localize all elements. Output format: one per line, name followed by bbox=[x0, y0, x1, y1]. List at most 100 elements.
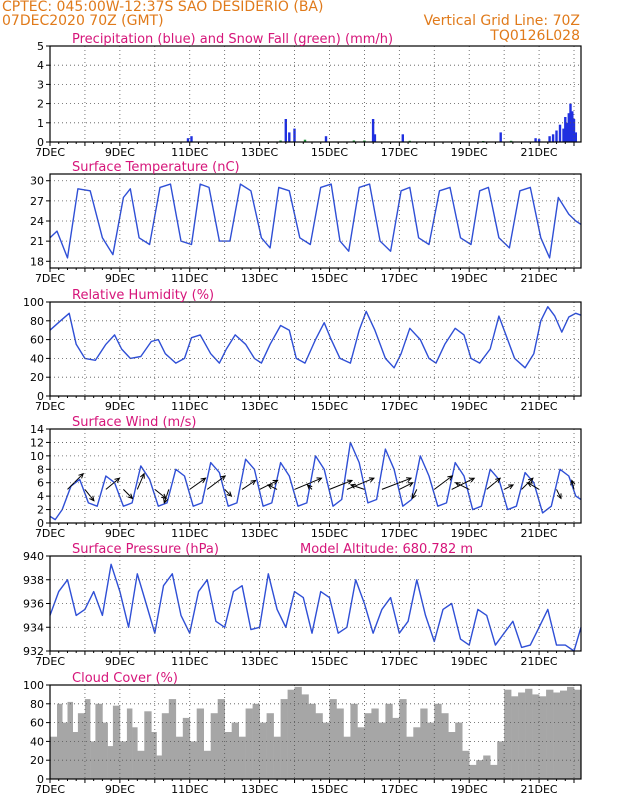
rh-ytick-label-0: 0 bbox=[37, 390, 44, 403]
cloud-bar-17 bbox=[151, 732, 157, 779]
rh-ytick-label-4: 80 bbox=[30, 315, 44, 328]
rh-ytick-label-3: 60 bbox=[30, 334, 44, 347]
header-code: TQ0126L028 bbox=[490, 28, 580, 44]
precip-bar-0-3 bbox=[288, 132, 291, 142]
cloud-ytick-label-2: 40 bbox=[30, 735, 44, 748]
wind-vector-head-13 bbox=[316, 477, 323, 483]
wind-vector-head-26 bbox=[527, 477, 534, 484]
cloud-ytick-label-0: 0 bbox=[37, 773, 44, 786]
wind-ytick-label-3: 6 bbox=[37, 477, 44, 490]
temp-panel: 18 21 24 27 30 7DEC 9DEC 11DEC 13DEC 15DEC 17DEC 19… bbox=[30, 160, 582, 285]
wind-xtick-label-3: 13DEC bbox=[241, 527, 278, 540]
precip-ytick-label-5: 5 bbox=[37, 40, 44, 53]
cloud-bar-67 bbox=[497, 741, 505, 779]
cloud-bar-68 bbox=[504, 689, 512, 779]
precip-bar-0-18 bbox=[565, 122, 569, 142]
cloud-bar-15 bbox=[137, 750, 145, 779]
cloud-bar-74 bbox=[546, 689, 554, 779]
cloud-bar-55 bbox=[413, 727, 421, 779]
wind-vector-7 bbox=[189, 477, 206, 490]
pressure-xtick-label-4: 15DEC bbox=[311, 655, 348, 668]
wind-vector-head-22 bbox=[469, 477, 476, 483]
wind-vector-head-27 bbox=[526, 482, 533, 488]
cloud-xtick-label-0: 7DEC bbox=[35, 783, 65, 796]
cloud-bar-24 bbox=[196, 708, 204, 779]
wind-vector-13 bbox=[294, 477, 322, 490]
wind-vector-head-15 bbox=[346, 479, 354, 485]
cloud-bar-8 bbox=[95, 703, 103, 779]
cloud-bar-53 bbox=[399, 699, 407, 779]
wind-vector-17 bbox=[350, 484, 365, 490]
cloud-xtick-label-1: 9DEC bbox=[105, 783, 135, 796]
wind-vector-29 bbox=[571, 480, 575, 490]
precip-bar-0-6 bbox=[371, 119, 375, 142]
rh-xtick-label-6: 19DEC bbox=[451, 400, 488, 413]
rh-ytick-label-1: 20 bbox=[30, 371, 44, 384]
precip-xtick-label-4: 15DEC bbox=[311, 146, 348, 159]
cloud-xtick-label-5: 17DEC bbox=[381, 783, 418, 796]
wind-ytick-label-1: 2 bbox=[37, 504, 44, 517]
cloud-bar-2 bbox=[62, 722, 68, 779]
wind-vector-4 bbox=[136, 473, 145, 490]
cloud-ytick-label-3: 60 bbox=[30, 717, 44, 730]
pressure-xtick-label-3: 13DEC bbox=[241, 655, 278, 668]
wind-xtick-label-6: 19DEC bbox=[451, 527, 488, 540]
wind-vector-9 bbox=[224, 489, 232, 497]
precip-bar-0-23 bbox=[574, 132, 577, 142]
precip-bar-1-0 bbox=[279, 140, 282, 142]
cloud-bar-44 bbox=[336, 708, 344, 779]
wind-ytick-label-5: 10 bbox=[30, 450, 44, 463]
cloud-bar-71 bbox=[525, 688, 533, 779]
precip-bar-0-21 bbox=[571, 111, 574, 142]
cloud-bar-33 bbox=[259, 722, 267, 779]
wind-frame bbox=[49, 428, 582, 524]
wind-vector-head-21 bbox=[447, 475, 454, 481]
cloud-bar-62 bbox=[462, 750, 470, 779]
cloud-bar-58 bbox=[434, 703, 442, 779]
pressure-ytick-label-2: 936 bbox=[23, 598, 44, 611]
cloud-bar-20 bbox=[168, 699, 177, 779]
wind-vector-head-19 bbox=[407, 482, 414, 487]
cloud-bar-5 bbox=[77, 713, 86, 779]
cloud-bar-36 bbox=[280, 699, 288, 779]
cloud-bar-0 bbox=[50, 736, 58, 779]
wind-title: Surface Wind (m/s) bbox=[72, 415, 196, 430]
cloud-bar-59 bbox=[441, 713, 449, 779]
wind-vector-head-29 bbox=[570, 479, 576, 486]
wind-vector-head-6 bbox=[163, 497, 169, 504]
precip-bar-0-7 bbox=[373, 134, 377, 142]
temp-series-line bbox=[49, 183, 582, 259]
cloud-bar-61 bbox=[455, 722, 463, 779]
pressure-ytick-label-0: 932 bbox=[23, 645, 44, 658]
cloud-ytick-label-1: 20 bbox=[30, 754, 44, 767]
wind-vector-head-7 bbox=[200, 477, 207, 483]
cloud-bar-37 bbox=[287, 689, 295, 779]
pressure-title: Surface Pressure (hPa) bbox=[72, 542, 219, 557]
cloud-bar-12 bbox=[119, 741, 128, 779]
cloud-bar-66 bbox=[490, 764, 498, 779]
precip-bar-0-8 bbox=[401, 134, 404, 142]
wind-xtick-label-7: 21DEC bbox=[521, 527, 558, 540]
wind-vector-15 bbox=[329, 479, 353, 490]
temp-xtick-label-5: 17DEC bbox=[381, 272, 418, 285]
precip-xtick-label-7: 21DEC bbox=[521, 146, 558, 159]
wind-vector-24 bbox=[486, 477, 501, 490]
precip-xtick-label-5: 17DEC bbox=[381, 146, 418, 159]
precip-bar-0-10 bbox=[534, 138, 537, 142]
cloud-bar-3 bbox=[67, 701, 73, 779]
wind-vector-16 bbox=[346, 477, 375, 490]
cloud-bar-34 bbox=[266, 713, 274, 779]
temp-xtick-label-2: 11DEC bbox=[171, 272, 208, 285]
precip-bar-1-2 bbox=[352, 140, 356, 142]
cloud-bar-16 bbox=[144, 711, 152, 779]
pressure-xtick-label-7: 21DEC bbox=[521, 655, 558, 668]
wind-vector-18 bbox=[381, 477, 412, 490]
wind-vector-21 bbox=[433, 475, 453, 490]
wind-vector-26 bbox=[521, 477, 534, 490]
cloud-bar-13 bbox=[126, 708, 133, 779]
temp-xtick-label-4: 15DEC bbox=[311, 272, 348, 285]
wind-vector-head-12 bbox=[267, 484, 274, 490]
cloud-bar-47 bbox=[357, 727, 365, 779]
header-station: CPTEC: 045:00W-12:37S SAO DESIDERIO (BA) bbox=[2, 0, 324, 15]
